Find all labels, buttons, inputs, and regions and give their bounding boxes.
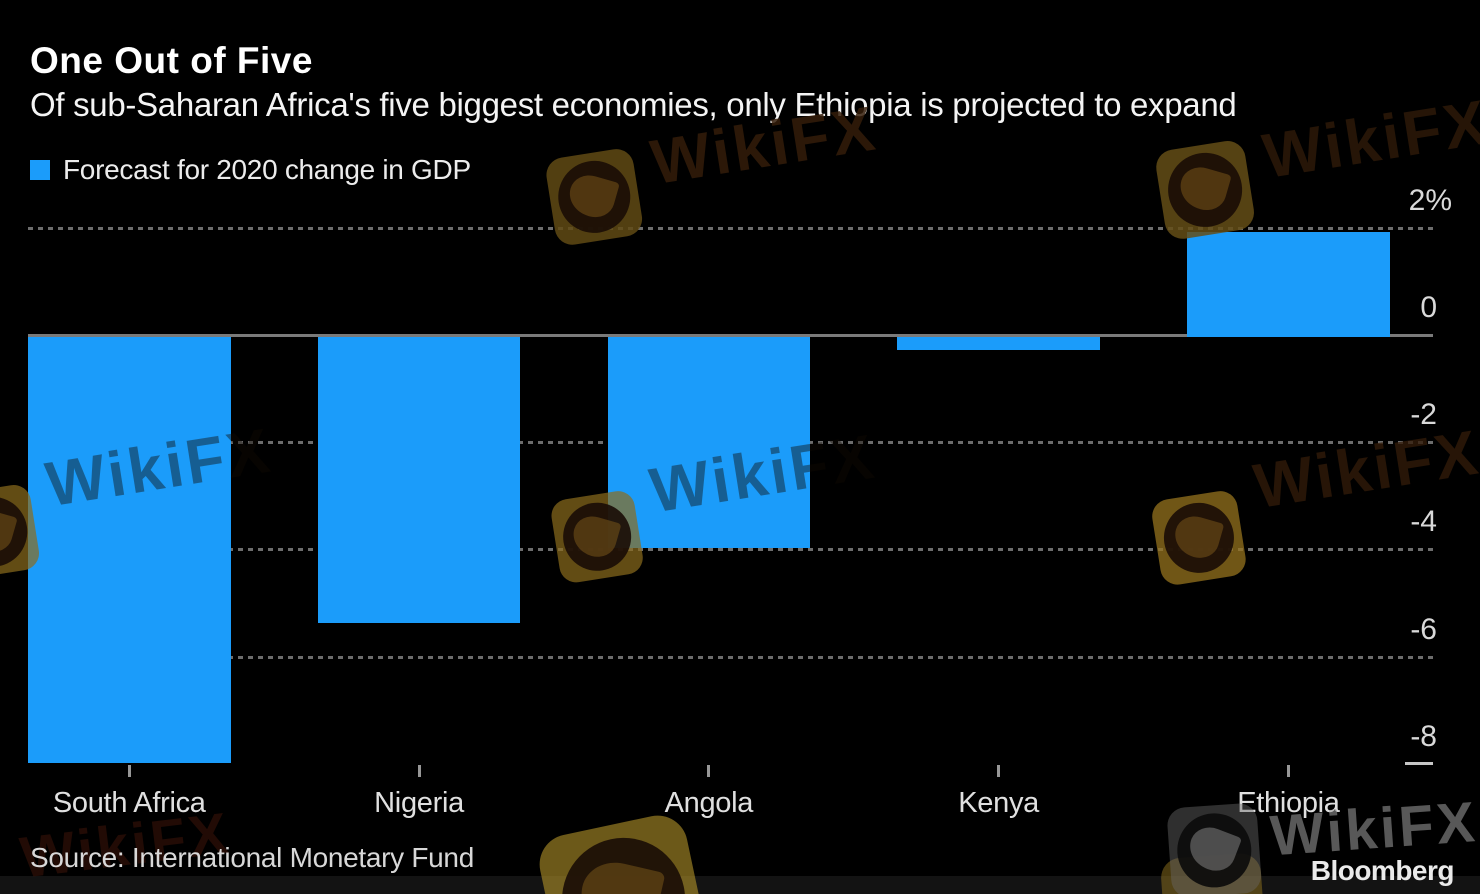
x-axis-label-nigeria: Nigeria	[374, 787, 464, 819]
y-axis-label--2: -2	[1410, 398, 1437, 432]
y-axis-label--6: -6	[1410, 612, 1437, 646]
bloomberg-wordmark: Bloomberg	[1310, 855, 1455, 886]
y-axis-label-2-: 2%	[1408, 183, 1452, 217]
x-axis-tick-ethiopia	[1286, 765, 1290, 777]
x-axis-label-ethiopia: Ethiopia	[1237, 787, 1340, 819]
legend-swatch-icon	[30, 160, 50, 180]
y-axis-label-0: 0	[1420, 291, 1437, 324]
chart-subtitle: Of sub-Saharan Africa's five biggest eco…	[30, 86, 1237, 123]
zero-axis-line	[28, 334, 1433, 337]
baseline-tick-dash	[1405, 762, 1433, 765]
legend-label: Forecast for 2020 change in GDP	[63, 154, 471, 185]
source-text: Source: International Monetary Fund	[30, 842, 474, 873]
x-axis-label-kenya: Kenya	[958, 787, 1039, 819]
bar-nigeria	[317, 337, 521, 624]
chart-title: One Out of Five	[30, 40, 313, 81]
gridline-2	[28, 226, 1433, 230]
x-axis-tick-south-africa	[127, 765, 131, 777]
gridline--4	[28, 548, 1433, 552]
legend: Forecast for 2020 change in GDP	[30, 154, 471, 186]
bar-angola	[607, 337, 811, 549]
x-axis-label-angola: Angola	[664, 787, 754, 819]
x-axis-tick-nigeria	[417, 765, 421, 777]
y-axis-label--4: -4	[1410, 505, 1437, 539]
bottom-edge-strip	[0, 876, 1480, 894]
y-axis-label--8: -8	[1410, 719, 1437, 753]
x-axis-tick-angola	[707, 765, 711, 777]
bar-south-africa	[28, 337, 231, 763]
x-axis-label-south-africa: South Africa	[52, 787, 206, 819]
gridline--6	[28, 655, 1433, 659]
x-axis-tick-kenya	[997, 765, 1001, 777]
bar-ethiopia	[1187, 232, 1390, 337]
bar-kenya	[897, 337, 1100, 351]
